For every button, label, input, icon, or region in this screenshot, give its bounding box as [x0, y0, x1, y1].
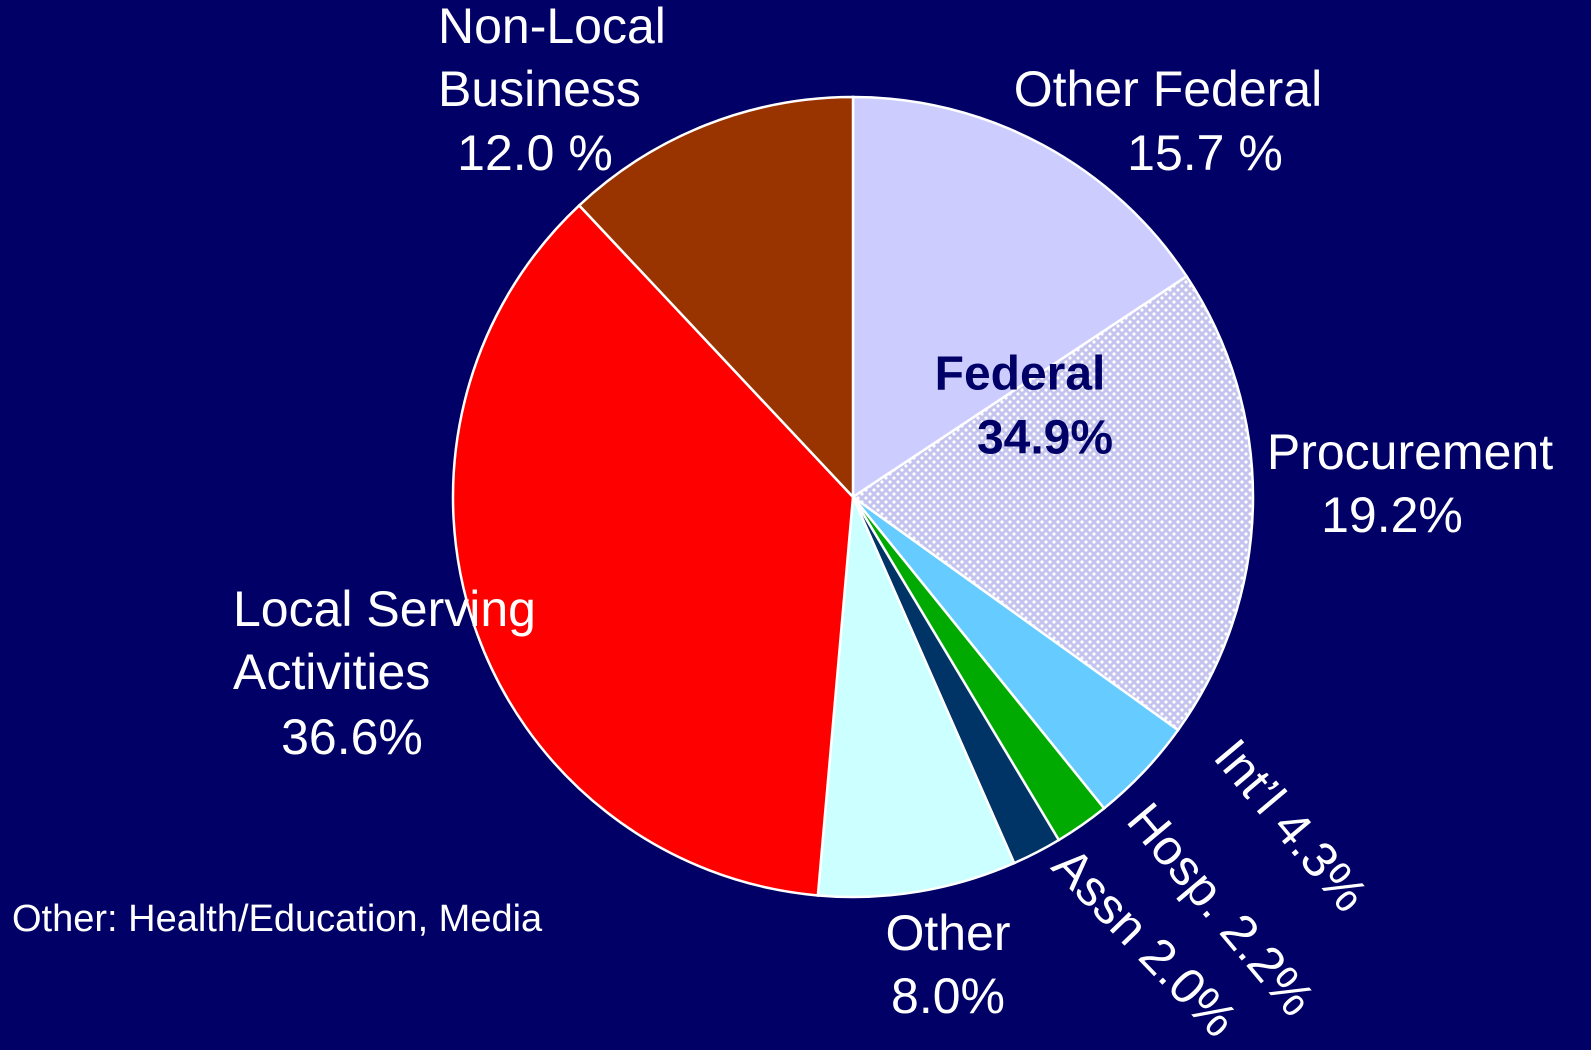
value-label: 36.6%: [281, 709, 423, 765]
label-line: Activities: [233, 644, 430, 700]
category-label: Local Serving Activities: [233, 581, 536, 700]
annotation: Federal: [935, 348, 1106, 401]
value-label: 19.2%: [1321, 487, 1463, 543]
pie-slice: [851, 95, 1189, 500]
value-label: 12.0 %: [457, 125, 613, 181]
label-line: Business: [438, 61, 641, 117]
category-label: Other: [885, 905, 1010, 961]
pie-slice: [816, 496, 1016, 899]
footnote: Other: Health/Education, Media: [12, 898, 543, 940]
category-label: Non-Local Business: [438, 0, 666, 117]
pie-slice: [850, 274, 1255, 732]
category-label: Other Federal: [1014, 61, 1322, 117]
value-label: 15.7 %: [1127, 125, 1283, 181]
pie-slice: [451, 203, 855, 897]
label-line: Non-Local: [438, 0, 666, 54]
pie-slice: [577, 95, 855, 501]
annotation: 34.9%: [977, 412, 1113, 465]
category-label: Procurement: [1267, 424, 1553, 480]
label-line: Local Serving: [233, 581, 536, 637]
value-label: 8.0%: [891, 968, 1005, 1024]
